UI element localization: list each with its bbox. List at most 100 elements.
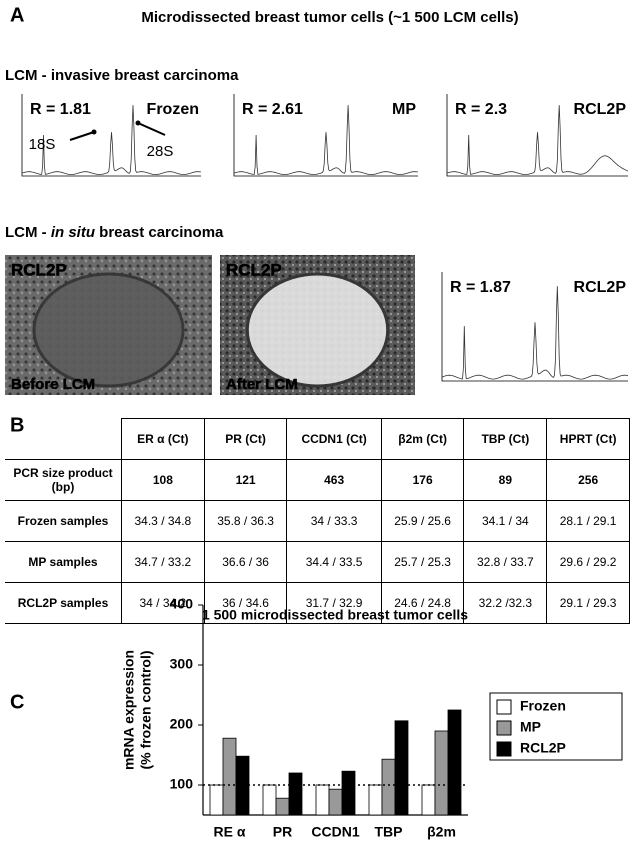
table-cell bbox=[5, 419, 122, 460]
x-tick-label: PR bbox=[273, 824, 292, 840]
heading-part: LCM - bbox=[5, 224, 51, 241]
legend-swatch bbox=[496, 699, 512, 715]
table-cell: 25.9 / 25.6 bbox=[380, 500, 465, 542]
bar bbox=[222, 737, 237, 816]
trace-line bbox=[441, 286, 629, 380]
table-cell: PCR size product (bp) bbox=[5, 459, 122, 501]
table-cell: 34 / 33.3 bbox=[286, 500, 382, 542]
table-cell: 34.7 / 33.2 bbox=[121, 541, 205, 583]
trace-line bbox=[446, 105, 629, 176]
y-tick-label: 100 bbox=[170, 776, 194, 792]
table-cell: 36 / 34.6 bbox=[203, 582, 288, 624]
peak-arrow bbox=[69, 131, 95, 141]
trace-axes bbox=[21, 94, 201, 177]
table-cell: 89 bbox=[463, 459, 548, 501]
table: ER α (Ct) PR (Ct) CCDN1 (Ct) β2m (Ct) TBP (C… bbox=[5, 418, 630, 624]
table-cell: 463 bbox=[286, 459, 382, 501]
heading-part: breast carcinoma bbox=[95, 224, 224, 241]
peak-arrow bbox=[137, 122, 166, 136]
panel-label: A bbox=[10, 4, 24, 26]
y-axis-label: (% frozen control) bbox=[138, 651, 154, 770]
image-caption: Before LCM bbox=[11, 376, 95, 393]
sample-label: MP bbox=[392, 101, 416, 118]
bar bbox=[262, 784, 277, 816]
panel-title: Microdissected breast tumor cells (~1 50… bbox=[141, 9, 518, 26]
table-cell: β2m (Ct) bbox=[380, 418, 465, 460]
trace-axes bbox=[446, 94, 628, 177]
trace-line bbox=[233, 105, 419, 176]
table-cell: RCL2P samples bbox=[5, 582, 122, 624]
table-cell: HPRT (Ct) bbox=[546, 418, 630, 460]
table-cell: 108 bbox=[121, 459, 205, 501]
table-cell: 256 bbox=[546, 459, 630, 501]
table-cell: CCDN1 (Ct) bbox=[286, 418, 382, 460]
panel-label: B bbox=[10, 414, 24, 436]
table-cell: 34.3 / 34.8 bbox=[121, 500, 205, 542]
bar bbox=[421, 784, 436, 816]
table-cell: 34.1 / 34 bbox=[463, 500, 548, 542]
arrow-head bbox=[135, 120, 141, 126]
heading-part: in situ bbox=[51, 224, 95, 241]
table-cell: 176 bbox=[380, 459, 465, 501]
bar bbox=[288, 772, 303, 816]
peak-label: 28S bbox=[147, 143, 174, 160]
legend-label: Frozen bbox=[520, 698, 566, 714]
peak-label: 18S bbox=[29, 136, 56, 153]
table-cell: 35.8 / 36.3 bbox=[203, 500, 288, 542]
x-tick-label: RE α bbox=[214, 824, 246, 840]
trace-line bbox=[21, 105, 202, 176]
bar bbox=[328, 788, 343, 816]
y-tick-label: 200 bbox=[170, 716, 194, 732]
table-cell: MP samples bbox=[5, 541, 122, 583]
panel-label: C bbox=[10, 691, 24, 713]
ratio-label: R = 1.87 bbox=[450, 279, 511, 296]
x-tick-label: β2m bbox=[427, 824, 456, 840]
bar bbox=[381, 758, 396, 816]
bar bbox=[394, 720, 409, 816]
table-cell: TBP (Ct) bbox=[463, 418, 548, 460]
section-heading: LCM - invasive breast carcinoma bbox=[5, 67, 239, 84]
legend-swatch bbox=[496, 741, 512, 757]
table-cell: 34 / 34.2 bbox=[121, 582, 205, 624]
bar bbox=[235, 755, 250, 816]
sample-label: RCL2P bbox=[574, 101, 627, 118]
sample-label: Frozen bbox=[147, 101, 199, 118]
table-cell: ER α (Ct) bbox=[121, 418, 205, 460]
image-label: RCL2P bbox=[226, 260, 282, 279]
table-cell: 31.7 / 32.9 bbox=[286, 582, 382, 624]
bar bbox=[209, 784, 224, 816]
table-cell: 25.7 / 25.3 bbox=[380, 541, 465, 583]
section-heading: LCM - in situ breast carcinoma bbox=[5, 224, 224, 241]
table-cell: 28.1 / 29.1 bbox=[546, 500, 630, 542]
arrow-head bbox=[91, 129, 97, 135]
tissue-region bbox=[245, 272, 390, 388]
table-row: RCL2P samples 34 / 34.2 36 / 34.6 31.7 / 32… bbox=[5, 582, 630, 624]
table-cell: 34.4 / 33.5 bbox=[286, 541, 382, 583]
table-row: Frozen samples 34.3 / 34.8 35.8 / 36.3 34 /… bbox=[5, 500, 630, 542]
y-axis-label: mRNA expression bbox=[121, 650, 137, 770]
table-cell: 29.6 / 29.2 bbox=[546, 541, 630, 583]
y-tick-label: 300 bbox=[170, 656, 194, 672]
sample-label: RCL2P bbox=[574, 279, 627, 296]
legend-swatch bbox=[496, 720, 512, 736]
table-cell: 121 bbox=[203, 459, 288, 501]
x-tick-label: TBP bbox=[375, 824, 403, 840]
table-cell: 36.6 / 36 bbox=[203, 541, 288, 583]
legend-box bbox=[489, 692, 623, 761]
table-row: MP samples 34.7 / 33.2 36.6 / 36 34.4 / 33.… bbox=[5, 541, 630, 583]
table-cell: 29.1 / 29.3 bbox=[546, 582, 630, 624]
legend-label: MP bbox=[520, 719, 541, 735]
table-cell: 24.6 / 24.8 bbox=[380, 582, 465, 624]
bar bbox=[315, 784, 330, 816]
ratio-label: R = 1.81 bbox=[30, 101, 91, 118]
ratio-label: R = 2.3 bbox=[455, 101, 507, 118]
table-cell: PR (Ct) bbox=[203, 418, 288, 460]
tissue-region bbox=[32, 272, 185, 388]
image-caption: After LCM bbox=[226, 376, 298, 393]
legend-label: RCL2P bbox=[520, 740, 566, 756]
bar bbox=[368, 784, 383, 816]
table-cell: 32.8 / 33.7 bbox=[463, 541, 548, 583]
table-cell: Frozen samples bbox=[5, 500, 122, 542]
